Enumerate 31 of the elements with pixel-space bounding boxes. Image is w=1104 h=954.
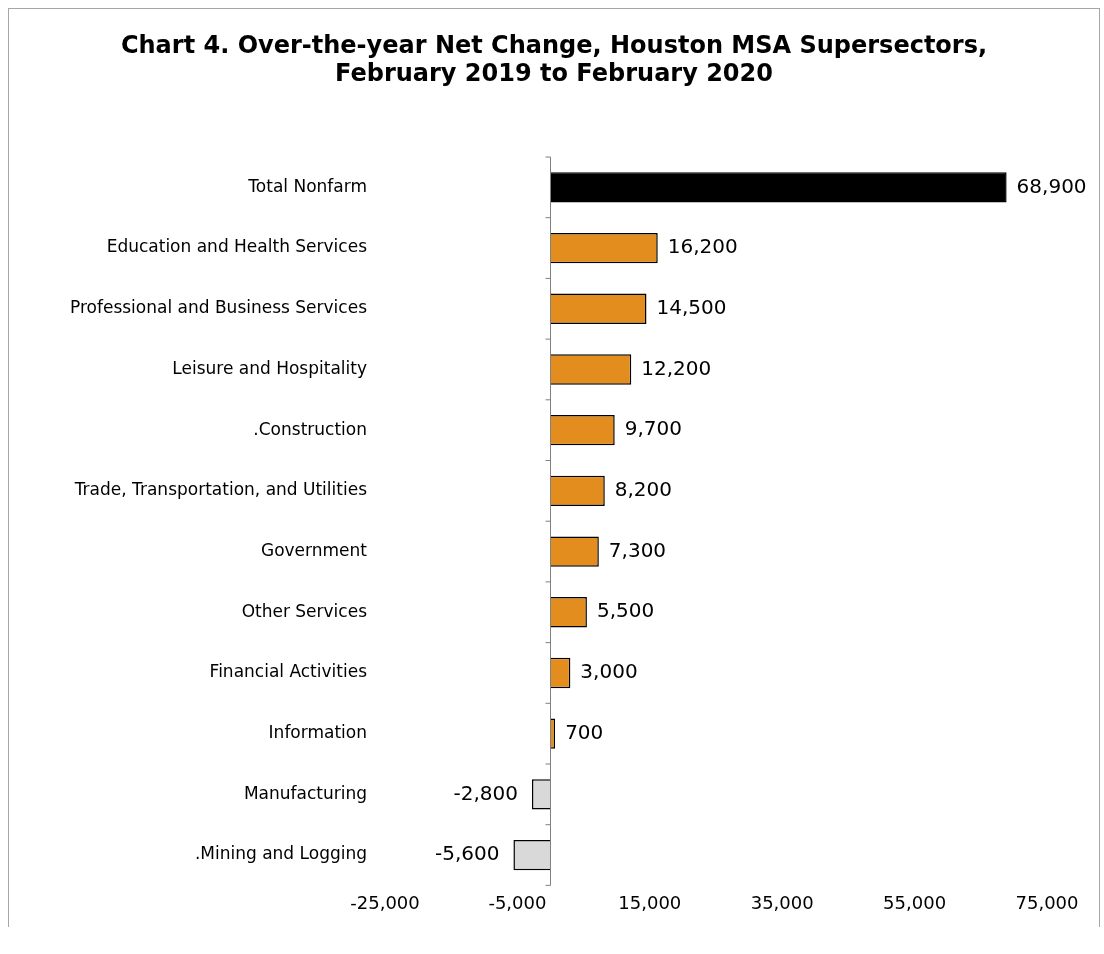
y-tick-label: Information <box>268 722 367 743</box>
chart-title: Chart 4. Over-the-year Net Change, Houston MSA Supersectors, February 2019 to February 2020 <box>119 30 989 89</box>
data-label: 3,000 <box>580 659 638 684</box>
data-label: -5,600 <box>434 841 500 866</box>
y-tick-label: Professional and Business Services <box>69 297 368 318</box>
x-tick-label: 35,000 <box>750 891 814 913</box>
data-label: -2,800 <box>453 780 518 805</box>
data-label: 12,200 <box>641 355 712 380</box>
y-tick-label: Manufacturing <box>243 782 367 803</box>
data-label: 5,500 <box>596 598 655 623</box>
data-label: 14,500 <box>656 294 727 319</box>
y-tick-label: Total Nonfarm <box>247 175 367 196</box>
y-tick-label: .Mining and Logging <box>194 843 367 864</box>
data-label: 16,200 <box>667 234 738 259</box>
y-tick-label: .Construction <box>253 418 367 439</box>
data-label: 700 <box>565 719 604 744</box>
y-tick-label: Leisure and Hospitality <box>172 357 367 378</box>
data-label: 9,700 <box>624 416 682 441</box>
x-tick-label: 15,000 <box>618 891 682 913</box>
y-tick-label: Government <box>260 539 368 560</box>
x-tick-label: -5,000 <box>488 891 547 913</box>
x-tick-label: -25,000 <box>350 891 420 913</box>
data-label: 7,300 <box>608 537 667 562</box>
x-tick-label: 75,000 <box>1015 891 1079 913</box>
data-label: 8,200 <box>614 477 673 502</box>
y-tick-label: Education and Health Services <box>106 236 368 257</box>
y-tick-label: Other Services <box>241 600 368 621</box>
data-label: 68,900 <box>1016 173 1087 198</box>
y-tick-label: Trade, Transportation, and Utilities <box>73 479 368 500</box>
x-tick-label: 55,000 <box>883 891 947 913</box>
y-tick-label: Financial Activities <box>209 661 368 682</box>
